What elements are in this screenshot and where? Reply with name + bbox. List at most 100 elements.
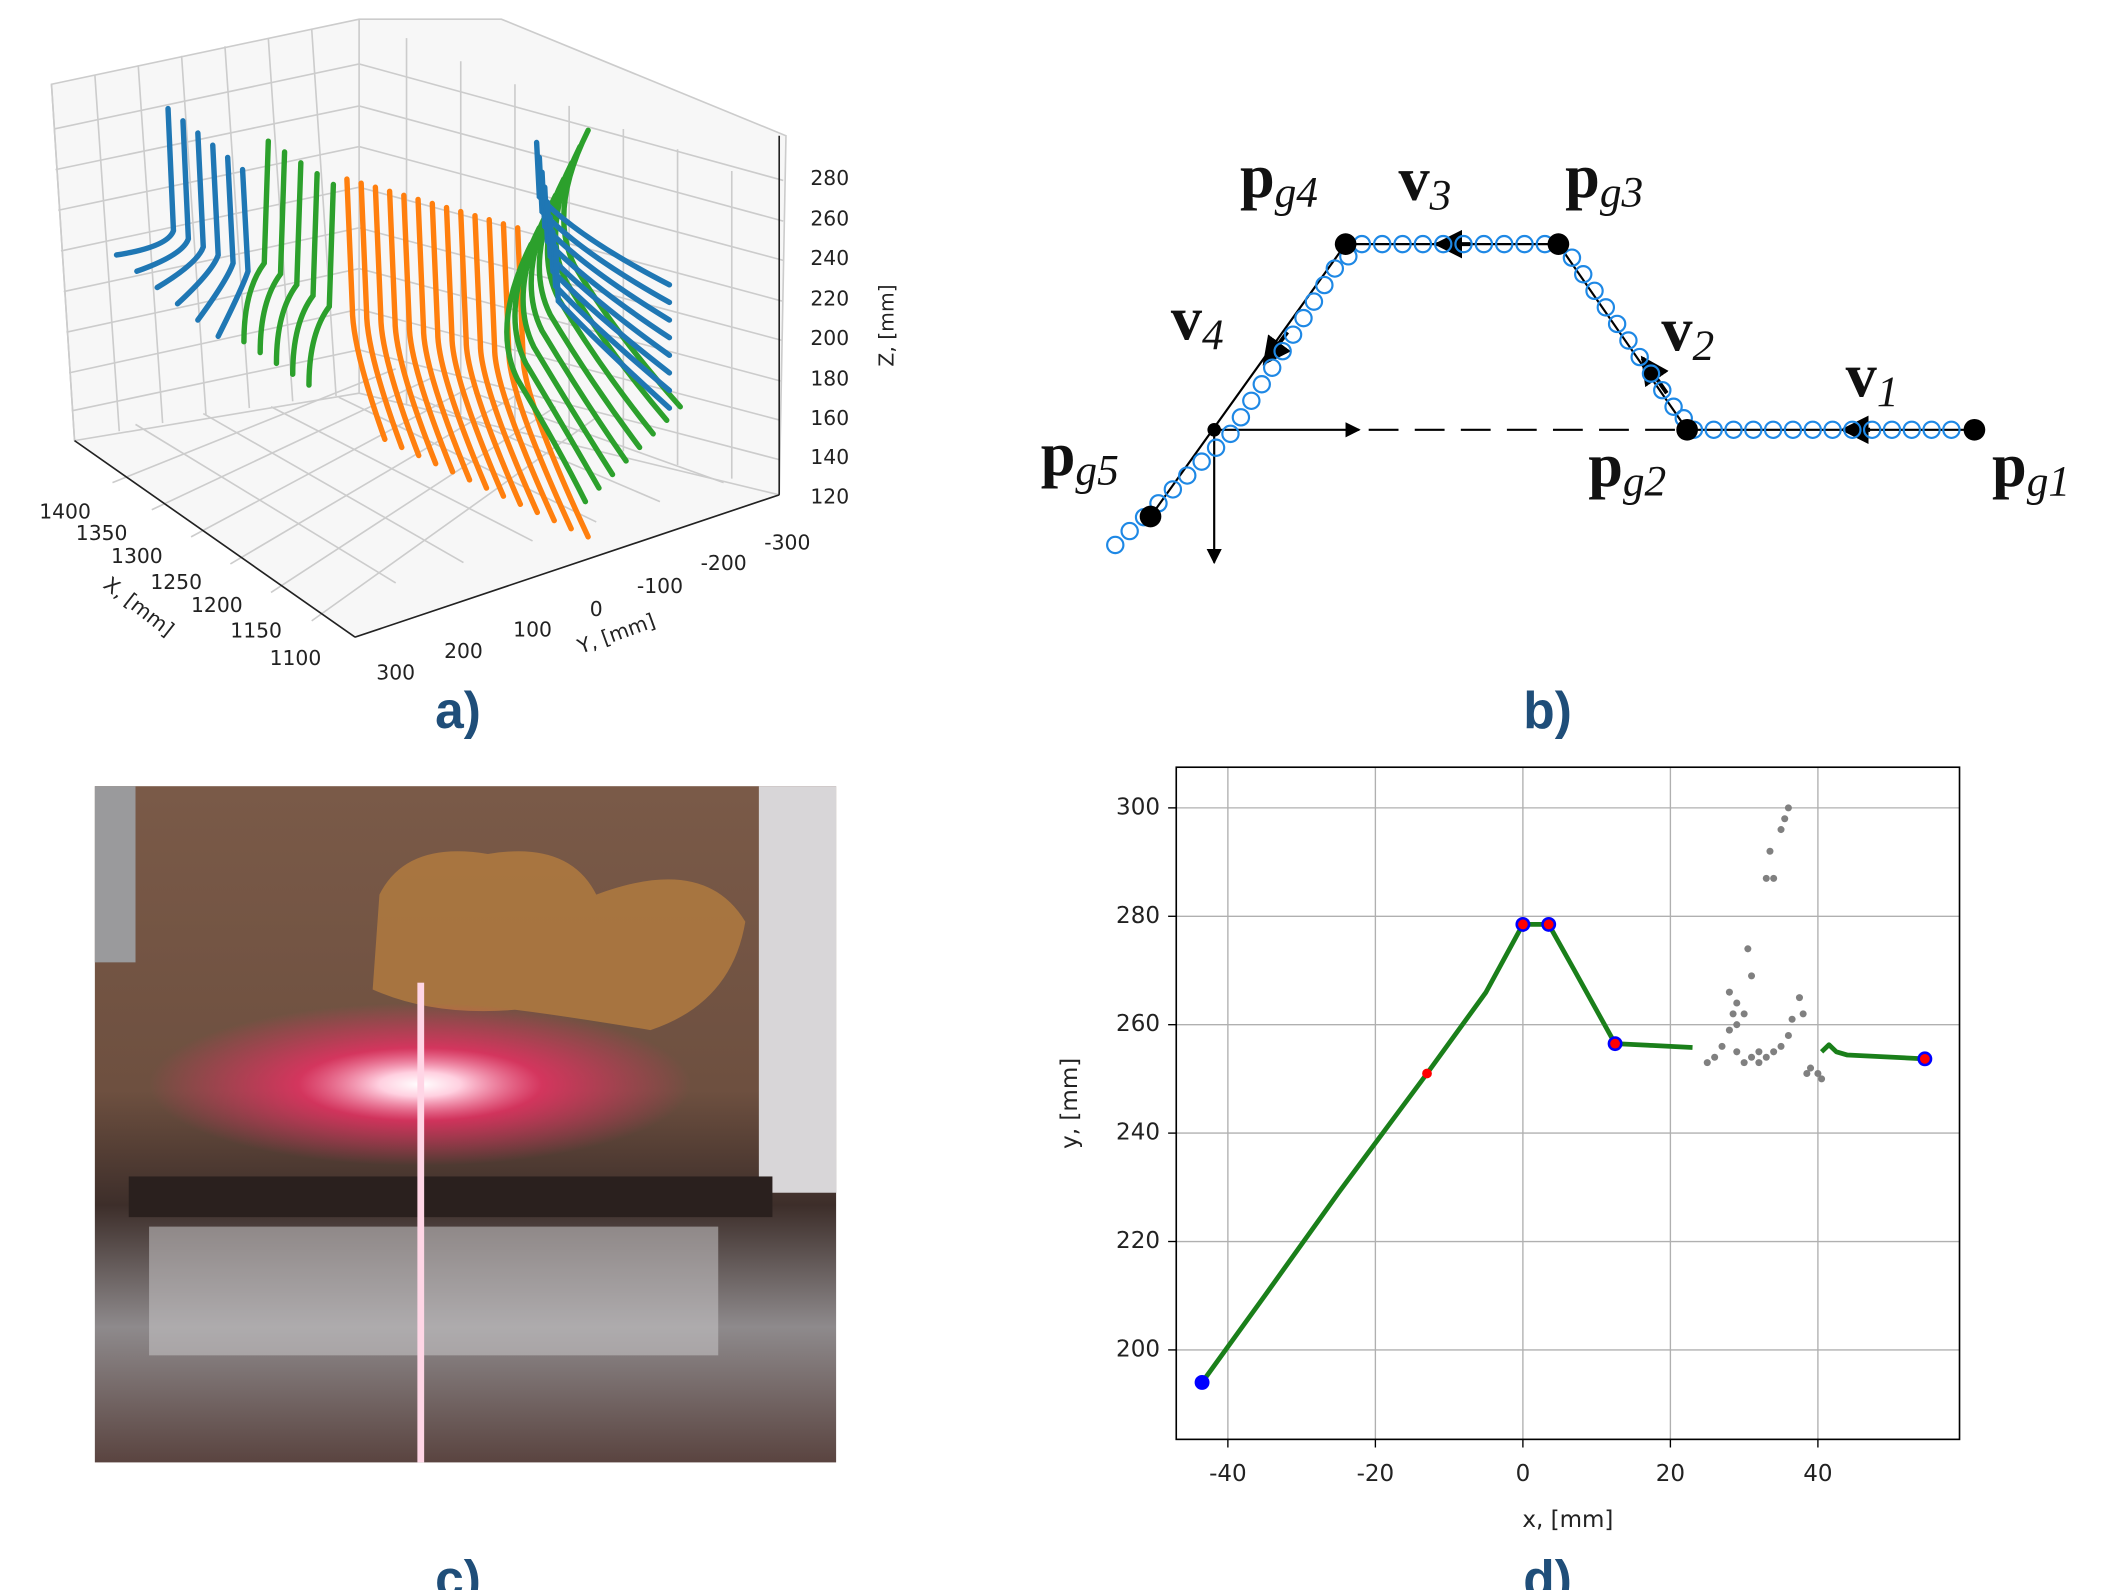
z-tick-label: 200 <box>810 326 849 350</box>
measured-point <box>1107 537 1123 553</box>
symbol-base: p <box>1240 142 1275 211</box>
data-point <box>1763 875 1770 882</box>
plot-frame <box>1176 767 1959 1439</box>
measured-point <box>1306 293 1322 309</box>
data-point <box>1741 1059 1748 1066</box>
symbol-label: pg2 <box>1588 431 1666 505</box>
y-tick-label: 240 <box>1116 1120 1160 1146</box>
chart: -40-2002040200220240260280300x, [mm]y, [… <box>1057 767 1959 1533</box>
data-point <box>1518 920 1528 930</box>
x-tick-label: 1150 <box>230 619 282 643</box>
measured-point <box>1208 440 1224 456</box>
measured-point <box>1122 523 1138 539</box>
measured-point <box>1179 467 1195 483</box>
data-point <box>1733 1048 1740 1055</box>
y-axis-title: y, [mm] <box>1057 1058 1083 1149</box>
data-point <box>1781 815 1788 822</box>
symbol-label: v1 <box>1846 342 1899 416</box>
y-tick-label: 0 <box>590 597 603 621</box>
panel-label: a) <box>435 681 481 739</box>
y-tick-label: -200 <box>701 551 747 575</box>
data-point <box>1726 989 1733 996</box>
data-point <box>1755 1048 1762 1055</box>
y-tick-label: 220 <box>1116 1228 1160 1254</box>
photo-detail <box>129 1176 773 1217</box>
measured-point <box>1243 393 1259 409</box>
data-point <box>1770 1048 1777 1055</box>
x-axis-title: x, [mm] <box>1522 1507 1613 1533</box>
data-point <box>1785 1032 1792 1039</box>
symbol-base: p <box>1565 142 1600 211</box>
data-point <box>1755 1059 1762 1066</box>
data-line <box>1202 924 1925 1382</box>
y-tick-label: 300 <box>1116 794 1160 820</box>
symbol-base: p <box>1041 420 1076 489</box>
data-point <box>1422 1069 1432 1079</box>
symbol-subscript: g2 <box>1623 457 1666 505</box>
symbol-base: v <box>1398 145 1430 214</box>
measured-point <box>1222 426 1238 442</box>
frame-origin <box>1207 423 1221 437</box>
data-point <box>1726 1027 1733 1034</box>
data-point <box>1766 848 1773 855</box>
symbol-subscript: g5 <box>1075 446 1118 494</box>
key-point <box>1676 419 1698 441</box>
y-tick-label: 100 <box>513 617 552 641</box>
symbol-label: v2 <box>1661 296 1714 370</box>
data-point <box>1778 1043 1785 1050</box>
symbol-subscript: g4 <box>1275 169 1318 217</box>
y-tick-label: 200 <box>1116 1336 1160 1362</box>
data-point <box>1741 1010 1748 1017</box>
figure: 2802602402202001801601401201400135013001… <box>0 0 2114 1590</box>
z-tick-label: 260 <box>810 207 849 231</box>
y-tick-label: 280 <box>1116 903 1160 929</box>
panel-label: b) <box>1523 681 1572 739</box>
data-point <box>1544 920 1554 930</box>
symbol-label: pg4 <box>1240 142 1318 216</box>
data-point <box>1818 1075 1825 1082</box>
data-point <box>1730 1010 1737 1017</box>
data-point <box>1719 1043 1726 1050</box>
data-point <box>1733 999 1740 1006</box>
symbol-label: v4 <box>1171 285 1224 359</box>
x-tick-label: -40 <box>1209 1461 1247 1487</box>
measured-point <box>1254 376 1270 392</box>
y-tick-label: 200 <box>444 639 483 663</box>
key-point <box>1964 419 1986 441</box>
data-point <box>1748 1054 1755 1061</box>
x-tick-label: 20 <box>1656 1461 1685 1487</box>
symbol-base: v <box>1171 285 1203 354</box>
data-point <box>1763 1054 1770 1061</box>
x-tick-label: 1400 <box>39 499 91 523</box>
data-point <box>1748 972 1755 979</box>
data-point <box>1610 1039 1620 1049</box>
z-tick-label: 180 <box>810 367 849 391</box>
data-point <box>1770 875 1777 882</box>
data-point <box>1920 1054 1930 1064</box>
y-tick-label: -100 <box>637 574 683 598</box>
y-tick-label: 300 <box>376 661 415 685</box>
symbol-subscript: 3 <box>1429 171 1452 219</box>
symbol-label: pg1 <box>1992 431 2070 505</box>
data-point <box>1195 1375 1210 1390</box>
y-tick-label: -300 <box>764 531 810 555</box>
symbol-subscript: 1 <box>1877 368 1899 416</box>
key-point <box>1548 233 1570 255</box>
key-point <box>1335 233 1357 255</box>
z-tick-label: 140 <box>810 445 849 469</box>
panel-label: c) <box>435 1550 481 1590</box>
symbol-base: v <box>1661 296 1693 365</box>
y-tick-label: 260 <box>1116 1011 1160 1037</box>
z-tick-label: 120 <box>810 485 849 509</box>
axis-title: Y, [mm] <box>573 608 658 659</box>
symbol-base: p <box>1588 431 1623 500</box>
symbol-subscript: 2 <box>1693 322 1715 370</box>
z-tick-label: 220 <box>810 287 849 311</box>
z-tick-label: 240 <box>810 246 849 270</box>
measured-point <box>1194 454 1210 470</box>
symbol-subscript: g1 <box>2027 457 2070 505</box>
photo <box>95 786 836 1462</box>
x-tick-label: -20 <box>1357 1461 1395 1487</box>
x-tick-label: 1100 <box>270 646 322 670</box>
data-point <box>1704 1059 1711 1066</box>
